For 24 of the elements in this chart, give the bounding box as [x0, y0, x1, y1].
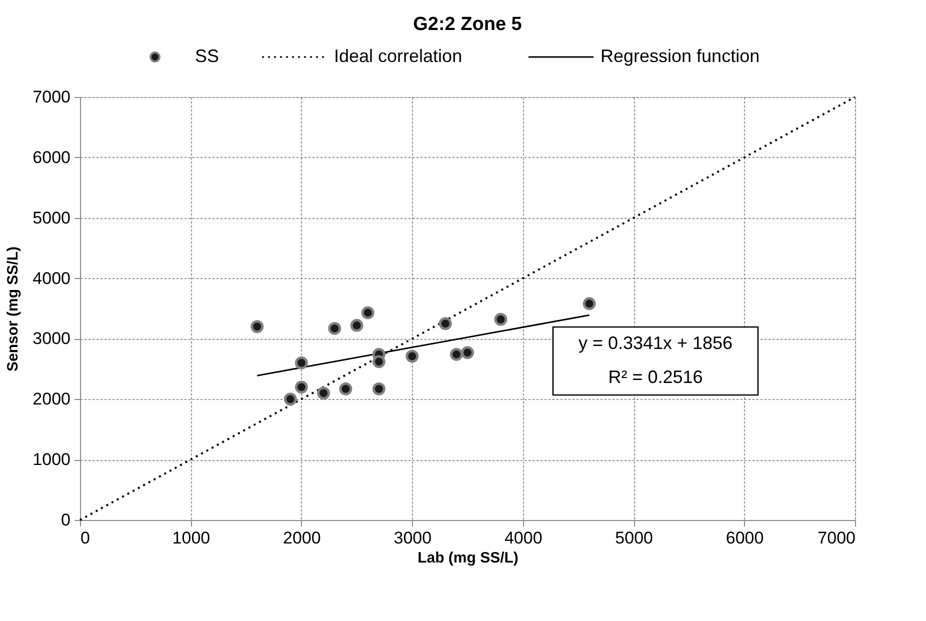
- y-tick-label: 7000: [32, 88, 70, 106]
- annotation: R² = 0.2516: [608, 367, 703, 387]
- legend-label: Ideal correlation: [334, 46, 462, 66]
- x-tick-label: 6000: [726, 528, 764, 548]
- x-tick-label: 7000: [818, 528, 856, 548]
- x-tick-label: 1000: [172, 528, 210, 548]
- y-tick-label: 6000: [32, 148, 70, 167]
- y-tick-label: 1000: [32, 450, 70, 470]
- legend-label: Regression function: [600, 46, 760, 66]
- x-tick-label: 4000: [504, 528, 542, 548]
- annotation: y = 0.3341x + 1856: [578, 333, 733, 353]
- y-tick-label: 0: [61, 510, 70, 530]
- y-tick-label: 3000: [32, 329, 70, 348]
- x-tick-label: 5000: [615, 528, 653, 548]
- legend-label: SS: [195, 46, 220, 66]
- chart-title: G2:2 Zone 5: [413, 14, 522, 35]
- x-tick-label: 3000: [394, 528, 432, 548]
- x-tick-label: 2000: [283, 528, 321, 548]
- y-axis-title: Sensor (mg SS/L): [4, 246, 22, 372]
- y-tick-label: 4000: [32, 268, 70, 288]
- y-tick-label: 2000: [32, 390, 70, 409]
- y-tick-label: 5000: [32, 208, 70, 228]
- x-axis-title: Lab (mg SS/L): [418, 550, 518, 566]
- x-tick-label: 0: [80, 528, 90, 548]
